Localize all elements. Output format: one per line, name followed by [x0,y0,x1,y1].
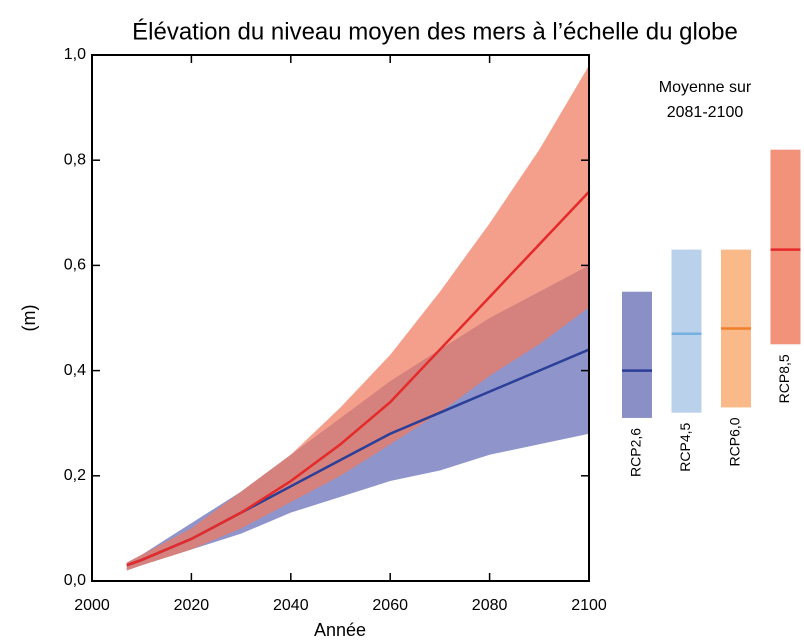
x-tick-label: 2080 [472,597,508,614]
y-tick-label: 0,4 [64,362,86,379]
y-tick-label: 0,2 [64,467,86,484]
category-label: RCP2,6 [628,428,644,477]
mean-line [126,190,590,567]
uncertainty-band [126,65,589,571]
panel-title: Moyenne sur [659,79,752,96]
y-tick-label: 0,6 [64,257,86,274]
category-label: RCP6,0 [727,417,743,466]
range-bar [622,291,652,418]
y-tick-label: 0,0 [64,572,86,589]
range-bar [770,149,801,345]
x-tick-label: 2040 [273,597,309,614]
y-axis-label: (m) [19,305,39,332]
category-label: RCP4,5 [677,422,693,471]
y-tick-label: 0,8 [64,151,86,168]
x-tick-label: 2100 [571,597,607,614]
x-tick-label: 2060 [372,597,408,614]
x-tick-label: 2000 [74,597,110,614]
y-tick-label: 1,0 [64,46,86,63]
x-axis-label: Année [314,620,366,640]
x-tick-label: 2020 [174,597,210,614]
panel-title: 2081-2100 [667,104,744,121]
category-label: RCP8,5 [776,354,792,403]
chart-title: Élévation du niveau moyen des mers à l’é… [132,18,738,45]
plot-frame [91,54,590,582]
range-bar [671,249,702,413]
